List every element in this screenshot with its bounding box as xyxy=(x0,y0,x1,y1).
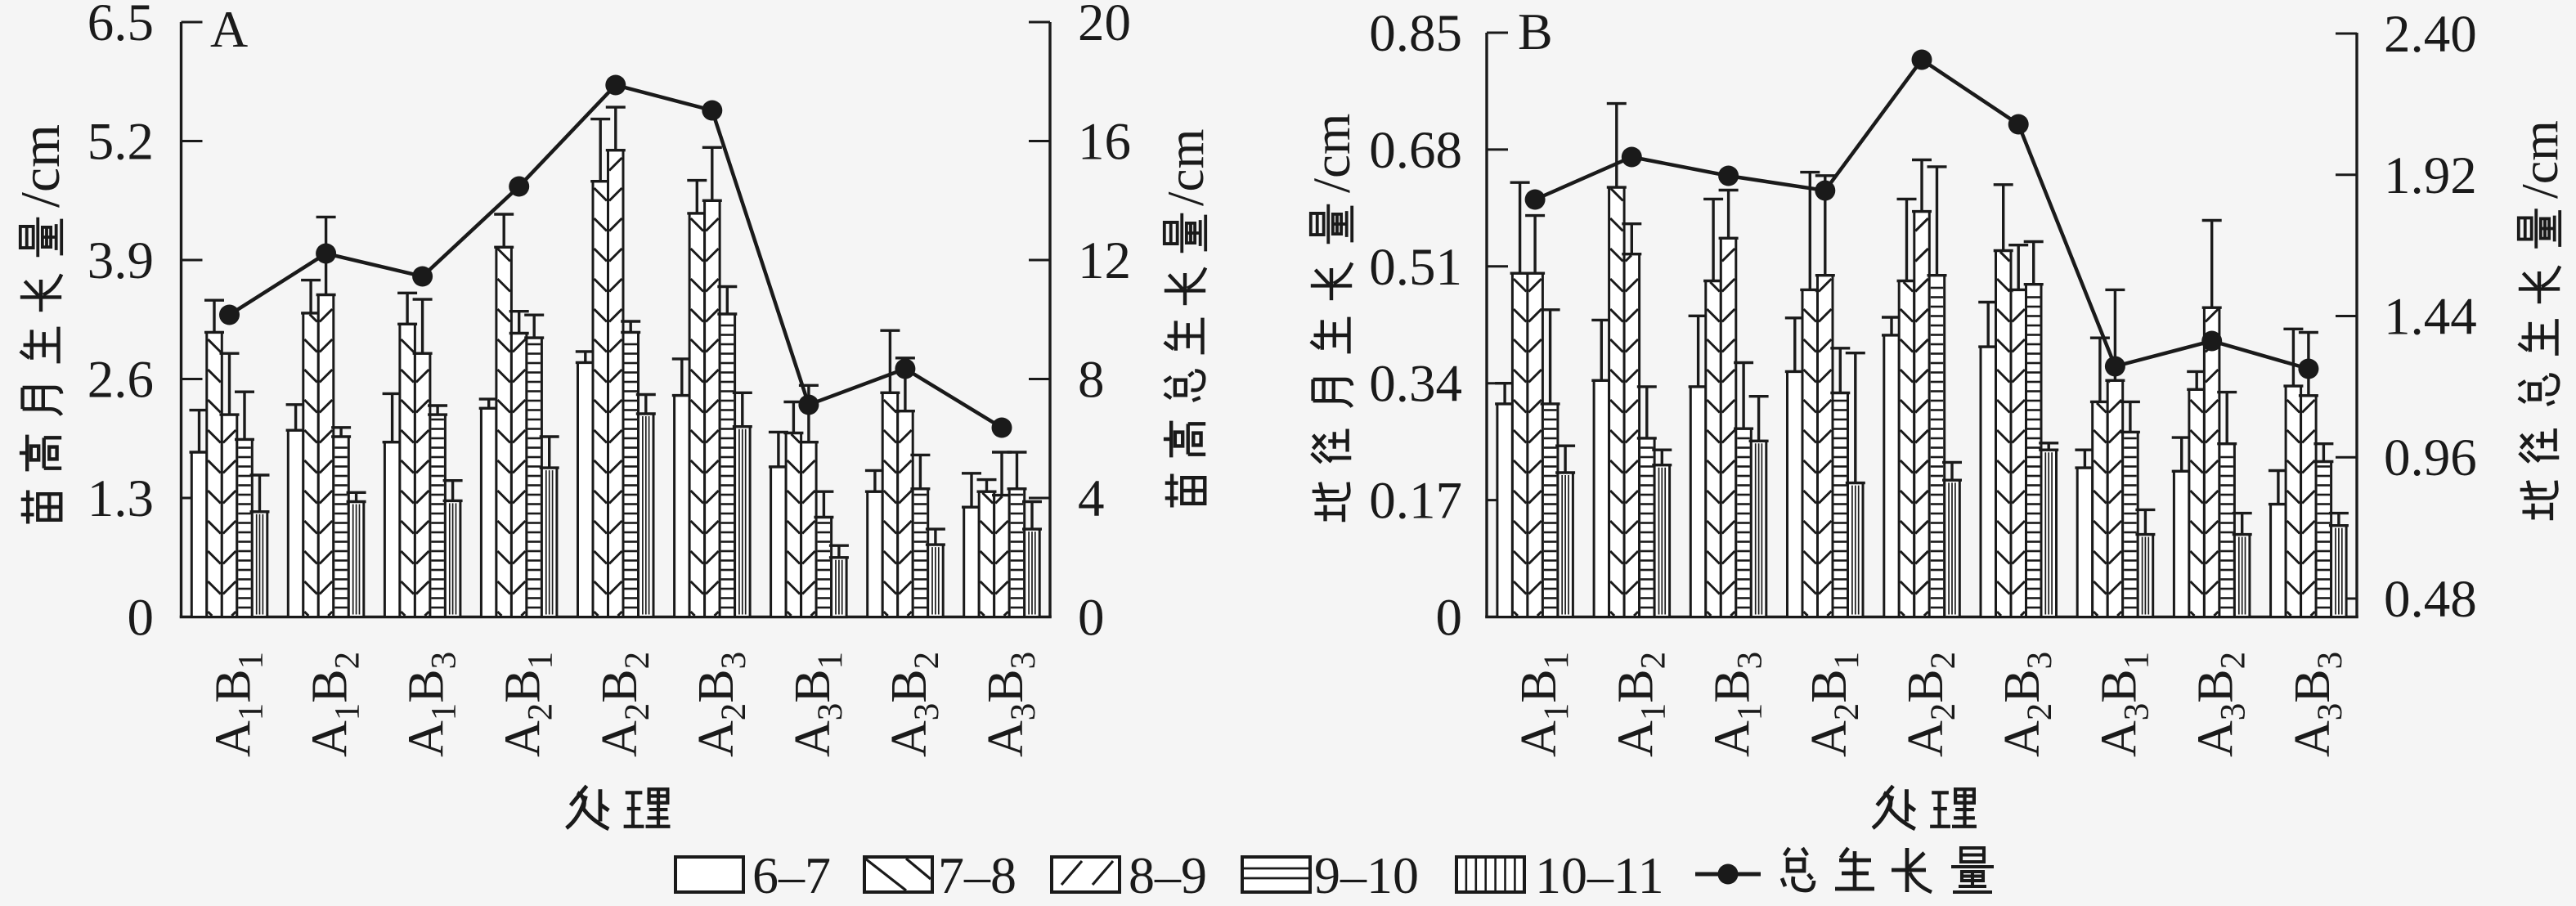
svg-text:0.68: 0.68 xyxy=(1369,121,1462,180)
svg-text:A2B3: A2B3 xyxy=(689,652,753,757)
svg-text:A1B1: A1B1 xyxy=(1511,652,1576,757)
svg-text:A3B2: A3B2 xyxy=(882,652,946,757)
svg-text:2.6: 2.6 xyxy=(88,351,154,410)
svg-text:6.5: 6.5 xyxy=(88,0,154,52)
svg-text:A: A xyxy=(210,0,248,58)
svg-text:0: 0 xyxy=(128,589,155,648)
svg-text:0.51: 0.51 xyxy=(1369,238,1462,297)
svg-text:2.40: 2.40 xyxy=(2384,5,2477,64)
svg-text:1.3: 1.3 xyxy=(88,469,154,528)
svg-text:12: 12 xyxy=(1078,231,1131,290)
svg-text:8–9: 8–9 xyxy=(1129,846,1207,904)
svg-text:0.96: 0.96 xyxy=(2384,428,2477,487)
svg-text:A3B3: A3B3 xyxy=(978,652,1043,757)
svg-text:1.92: 1.92 xyxy=(2384,146,2477,205)
svg-text:0.17: 0.17 xyxy=(1369,472,1462,531)
svg-text:/cm: /cm xyxy=(1303,114,1362,193)
svg-text:/cm: /cm xyxy=(1157,129,1214,206)
svg-text:20: 20 xyxy=(1078,0,1131,52)
svg-text:7–8: 7–8 xyxy=(938,846,1016,904)
svg-text:16: 16 xyxy=(1078,113,1131,172)
svg-text:10–11: 10–11 xyxy=(1535,846,1664,904)
svg-text:1.44: 1.44 xyxy=(2384,288,2477,347)
svg-text:8: 8 xyxy=(1078,351,1105,410)
svg-text:/cm: /cm xyxy=(9,124,71,208)
svg-text:0.85: 0.85 xyxy=(1369,4,1462,63)
svg-text:4: 4 xyxy=(1078,469,1105,528)
svg-text:0: 0 xyxy=(1078,589,1105,648)
svg-text:A1B3: A1B3 xyxy=(1705,652,1770,757)
svg-text:9–10: 9–10 xyxy=(1314,846,1419,904)
svg-text:5.2: 5.2 xyxy=(88,113,154,172)
svg-text:3.9: 3.9 xyxy=(88,231,154,290)
svg-text:A1B2: A1B2 xyxy=(1608,652,1672,757)
svg-text:0.48: 0.48 xyxy=(2384,570,2477,629)
svg-text:0: 0 xyxy=(1436,589,1463,648)
svg-text:A3B3: A3B3 xyxy=(2285,652,2349,757)
svg-text:6–7: 6–7 xyxy=(752,846,831,904)
svg-text:/cm: /cm xyxy=(2511,120,2569,199)
svg-text:0.34: 0.34 xyxy=(1369,355,1462,414)
svg-text:B: B xyxy=(1518,2,1553,61)
